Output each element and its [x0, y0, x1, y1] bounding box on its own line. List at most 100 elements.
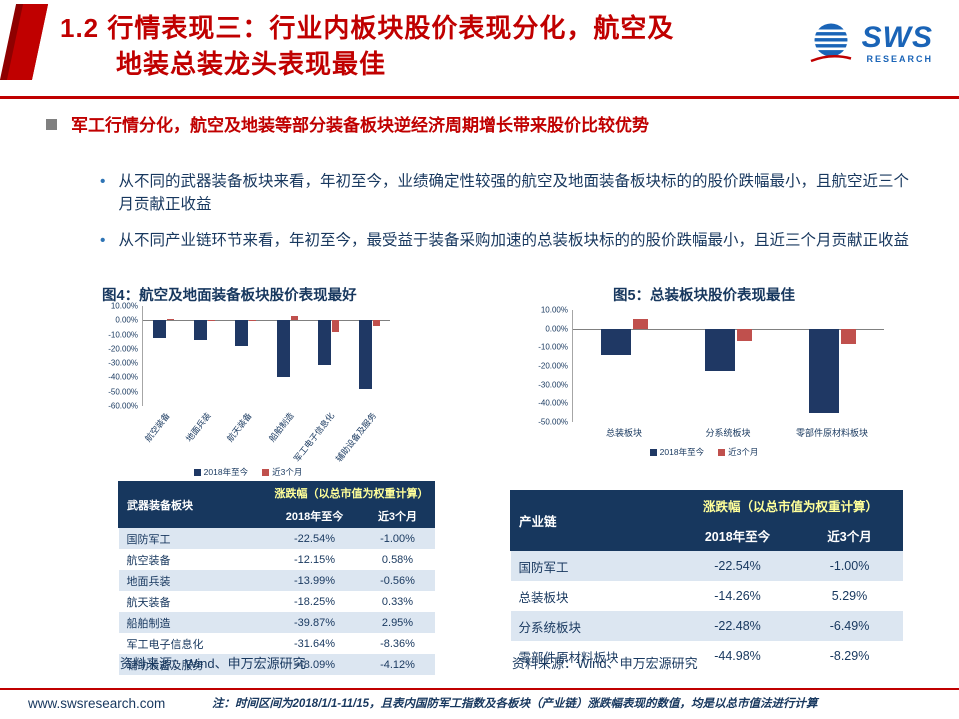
sws-logo: SWS RESEARCH	[808, 20, 933, 66]
logo-research-text: RESEARCH	[866, 53, 933, 64]
legend-swatch	[262, 468, 270, 476]
dot-bullet-icon	[100, 170, 105, 216]
plot-area	[572, 310, 884, 422]
sub-bullet-list: 从不同的武器装备板块来看，年初至今，业绩确定性较强的航空及地面装备板块标的的股价…	[100, 170, 910, 265]
x-tick-label: 航空装备	[142, 410, 172, 444]
row-value: 5.29%	[831, 589, 868, 603]
fig4-title: 图4：航空及地面装备板块股价表现最好	[102, 288, 357, 304]
chart-legend: 2018年至今 近3个月	[98, 466, 398, 478]
weapon-sector-table: 武器装备板块 涨跌幅（以总市值为权重计算） 2018年至今 近3个月 国防军工 -…	[118, 481, 435, 675]
fig5-bar-chart: 10.00% 0.00% -10.00% -20.00% -30.00% -40.00% -…	[524, 306, 884, 462]
logo-text: SWS RESEARCH	[862, 22, 933, 64]
row-label: 国防军工	[518, 560, 569, 575]
fig4-bar-chart: 10.00% 0.00% -10.00% -20.00% -30.00% -40.00% -…	[98, 302, 398, 478]
bar	[372, 320, 380, 327]
bar-group	[267, 306, 308, 406]
row-value: -1.00%	[829, 559, 870, 573]
footnote: 注：时间区间为2018/1/1-11/15，且表内国防军工指数及各板块（产业链）…	[212, 698, 818, 710]
y-tick-label: -50.00%	[108, 387, 138, 397]
bar	[153, 320, 167, 338]
table-row: 零部件原材料板块 -44.98% -8.29%	[511, 641, 903, 671]
table-sub-header: 2018年至今	[678, 520, 797, 551]
x-tick-label: 地面兵装	[183, 410, 213, 444]
x-tick-label: 总装板块	[605, 428, 642, 438]
bar	[840, 328, 856, 345]
legend-label: 2018年至今	[659, 447, 705, 457]
row-value: -8.36%	[380, 637, 415, 650]
x-tick-label: 船舶制造	[266, 410, 296, 444]
bar	[276, 320, 290, 378]
bar	[736, 328, 752, 341]
legend-swatch	[193, 468, 201, 476]
legend-label: 近3个月	[728, 447, 759, 457]
y-tick-label: 10.00%	[110, 301, 138, 311]
page-title-line1: 1.2 行情表现三：行业内板块股价表现分化，航空及	[60, 13, 675, 43]
sub-bullet-2-text: 从不同产业链环节来看，年初至今，最受益于装备采购加速的总装板块标的的股价跌幅最小…	[118, 232, 909, 249]
row-value: -22.54%	[714, 559, 761, 573]
row-label: 军工电子信息化	[126, 638, 204, 651]
row-value: -44.98%	[714, 649, 761, 663]
y-tick-label: -40.00%	[538, 398, 568, 408]
legend-item: 近3个月	[262, 466, 302, 478]
y-tick-label: -20.00%	[108, 344, 138, 354]
bar-group	[308, 306, 349, 406]
y-axis: 10.00% 0.00% -10.00% -20.00% -30.00% -40.00% -…	[524, 306, 572, 427]
table-row: 国防军工 -22.54% -1.00%	[118, 527, 435, 549]
page-title: 1.2 行情表现三：行业内板块股价表现分化，航空及 地装总装龙头表现最佳	[60, 10, 800, 82]
y-axis: 10.00% 0.00% -10.00% -20.00% -30.00% -40.00% -…	[98, 302, 142, 411]
row-value: -22.54%	[294, 532, 335, 545]
bar	[194, 320, 208, 341]
zero-axis-line	[143, 320, 390, 322]
legend-swatch	[718, 448, 726, 456]
row-label: 国防军工	[126, 533, 171, 546]
row-value: -8.29%	[829, 649, 870, 663]
bar	[167, 319, 175, 321]
bar	[235, 320, 249, 347]
table-row: 航天装备 -18.25% 0.33%	[119, 591, 435, 612]
bar	[704, 328, 735, 371]
legend-item: 2018年至今	[649, 446, 705, 458]
table-row: 军工电子信息化 -31.64% -8.36%	[119, 633, 435, 654]
y-tick-label: -40.00%	[108, 372, 138, 382]
bar	[317, 320, 331, 366]
row-label: 总装板块	[518, 590, 569, 605]
bar	[331, 320, 339, 333]
bar-group	[573, 310, 677, 422]
x-axis-labels: 航空装备 地面兵装 航天装备 船舶制造 军工电子信息化 辅助设备及服务	[142, 409, 390, 464]
table-row: 分系统板块 -22.48% -6.49%	[510, 611, 903, 641]
row-value: -12.15%	[294, 553, 335, 566]
row-value: -0.56%	[380, 574, 415, 587]
table-span-header: 涨跌幅（以总市值为权重计算）	[677, 490, 904, 521]
y-tick-label: -30.00%	[538, 380, 568, 390]
row-value: 0.58%	[381, 553, 414, 566]
table-row: 辅助设备及服务 -48.09% -4.12%	[118, 654, 435, 675]
table-row: 国防军工 -22.54% -1.00%	[510, 550, 903, 581]
row-label: 地面兵装	[126, 575, 171, 588]
x-axis-labels: 总装板块 分系统板块 零部件原材料板块	[572, 426, 884, 439]
y-tick-label: -30.00%	[108, 358, 138, 368]
bar-group	[184, 306, 225, 406]
page-title-line2: 地装总装龙头表现最佳	[116, 49, 387, 79]
header-divider	[0, 96, 959, 99]
row-value: -13.99%	[294, 574, 335, 587]
fig4-source: 资料来源：Wind、申万宏源研究	[120, 656, 306, 671]
row-label: 航空装备	[126, 554, 171, 567]
y-tick-label: -20.00%	[538, 361, 568, 371]
website-link[interactable]: www.swsresearch.com	[28, 696, 166, 711]
row-value: -48.09%	[294, 658, 335, 671]
bar	[601, 328, 632, 356]
row-label: 零部件原材料板块	[518, 650, 619, 665]
square-bullet-icon	[46, 119, 57, 130]
y-tick-label: -60.00%	[108, 401, 138, 411]
x-tick-label: 辅助设备及服务	[333, 410, 379, 464]
fig5-source: 资料来源：Wind、申万宏源研究	[512, 656, 698, 671]
x-tick-label: 零部件原材料板块	[795, 428, 868, 438]
bar-group	[349, 306, 390, 406]
table-span-header: 涨跌幅（以总市值为权重计算）	[268, 481, 435, 505]
y-tick-label: -10.00%	[538, 342, 568, 352]
row-label: 分系统板块	[518, 620, 582, 635]
table-row: 地面兵装 -13.99% -0.56%	[118, 570, 435, 591]
row-label: 辅助设备及服务	[126, 659, 204, 672]
table-sub-header: 近3个月	[795, 520, 904, 551]
